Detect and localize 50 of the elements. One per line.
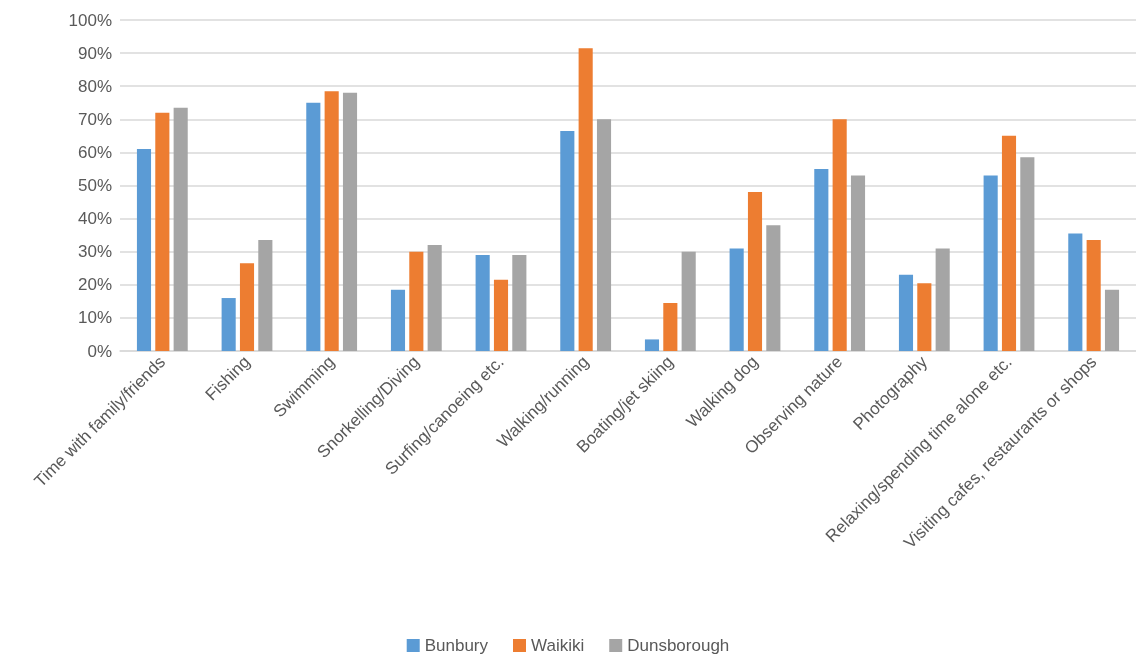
- bar: [324, 91, 339, 351]
- y-tick-label: 60%: [77, 142, 112, 162]
- bar: [475, 255, 490, 351]
- bar: [409, 251, 424, 351]
- bar: [173, 107, 188, 351]
- bar: [390, 289, 406, 351]
- bar: [306, 102, 321, 351]
- bar: [747, 192, 763, 351]
- y-tick-label: 70%: [77, 109, 112, 129]
- bar: [935, 248, 950, 351]
- bar: [1086, 240, 1101, 351]
- y-tick-label: 80%: [77, 76, 112, 96]
- bar: [729, 248, 744, 351]
- y-tick-label: 40%: [77, 209, 112, 229]
- bar: [644, 339, 660, 351]
- bar: [493, 279, 509, 351]
- bar: [850, 175, 866, 351]
- bar: [1001, 135, 1017, 351]
- bar: [342, 92, 358, 351]
- bar: [136, 149, 152, 351]
- bar: [1068, 233, 1083, 351]
- bar: [917, 283, 932, 351]
- y-tick-label: 0%: [87, 341, 112, 361]
- bar: [239, 263, 255, 351]
- bar: [560, 130, 575, 351]
- legend-label: Bunbury: [424, 636, 489, 655]
- y-tick-label: 50%: [77, 176, 112, 195]
- bar: [155, 112, 170, 351]
- y-tick-label: 10%: [77, 308, 112, 328]
- legend-label: Dunsborough: [627, 636, 730, 655]
- bar: [578, 48, 593, 351]
- bar: [596, 119, 612, 351]
- legend-label: Waikiki: [531, 636, 585, 655]
- bar: [983, 175, 998, 351]
- y-tick-label: 100%: [68, 10, 112, 30]
- bar: [258, 240, 273, 351]
- bar: [663, 303, 678, 351]
- bar: [814, 168, 829, 351]
- bar: [427, 245, 442, 351]
- bar: [221, 298, 236, 351]
- y-tick-label: 30%: [77, 242, 112, 262]
- y-tick-label: 20%: [77, 275, 112, 295]
- bar: [1020, 157, 1035, 351]
- bar: [898, 274, 914, 351]
- bar: [766, 225, 781, 351]
- bar: [1104, 289, 1120, 351]
- bar: [681, 251, 696, 351]
- bar: [832, 119, 847, 351]
- bar: [512, 255, 527, 351]
- y-tick-label: 90%: [77, 43, 112, 63]
